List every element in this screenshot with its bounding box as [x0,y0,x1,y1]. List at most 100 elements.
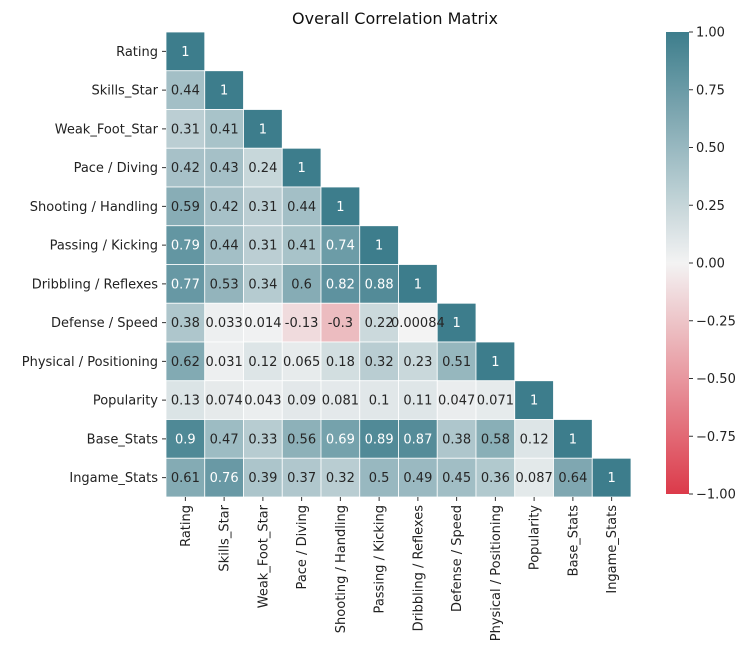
colorbar-tick-label: 0.50 [696,141,725,156]
cell-value-label: 0.1 [369,394,390,409]
cell-value-label: -0.13 [285,316,319,331]
cell-value-label: 0.69 [326,432,355,447]
cell-value-label: 0.043 [244,394,281,409]
cell-value-label: 0.43 [210,161,239,176]
heatmap-cell [553,457,593,498]
cell-value-label: 0.071 [477,394,514,409]
heatmap-cell [475,457,516,498]
cell-value-label: 0.38 [442,432,471,447]
cell-value-label: 0.89 [365,432,394,447]
heatmap-cell [165,457,206,498]
heatmap-cell [514,457,554,498]
heatmap-cell [204,264,244,304]
colorbar-tick-label: 1.00 [696,26,725,41]
x-tick-label: Ingame_Stats [605,505,620,594]
x-tick-label: Popularity [528,505,543,570]
heatmap-cell [359,457,399,498]
cell-value-label: 1 [569,432,577,447]
heatmap-cell [320,225,361,265]
cell-value-label: -0.3 [328,316,353,331]
heatmap-cell [204,186,244,227]
cell-value-label: 0.56 [287,432,316,447]
cell-value-label: 0.13 [171,394,200,409]
y-tick-label: Shooting / Handling [30,200,158,215]
colorbar-tick-label: 0.75 [696,83,725,98]
heatmap-cell [165,31,206,72]
colorbar-gradient [666,32,689,494]
heatmap-cell [359,419,399,459]
cell-value-label: 0.79 [171,239,200,254]
heatmap-cell [281,225,322,265]
cell-value-label: 1 [414,277,422,292]
colorbar-tick-label: −0.75 [696,430,736,445]
x-tick-label: Weak_Foot_Star [256,504,271,608]
cell-value-label: 0.32 [365,355,394,370]
y-axis-tick-labels: Rating Skills_Star Weak_Foot_Star Pace / Di… [22,45,166,486]
cell-value-label: 0.065 [283,355,320,370]
cell-value-label: 0.33 [248,432,277,447]
y-tick-label: Dribbling / Reflexes [32,277,159,292]
heatmap-cell [281,186,322,227]
cell-value-label: 1 [181,45,189,60]
cell-value-label: 1 [491,355,499,370]
cell-value-label: 0.09 [287,394,316,409]
y-tick-label: Weak_Foot_Star [55,122,159,137]
cell-value-label: 0.76 [210,471,239,486]
heatmap-cell [165,70,206,110]
cell-value-label: 0.031 [206,355,243,370]
cell-value-label: 0.41 [287,239,316,254]
cell-value-label: 0.5 [369,471,390,486]
cell-value-label: 0.014 [244,316,281,331]
heatmap-cell [398,264,438,304]
x-tick-label: Defense / Speed [450,505,465,612]
heatmap-cell [359,380,399,420]
cell-value-label: 1 [452,316,460,331]
colorbar-tick-label: −1.00 [696,488,736,503]
cell-value-label: 0.32 [326,471,355,486]
heatmap-cell [243,225,283,265]
heatmap-cell [204,147,244,188]
heatmap-cell [436,380,477,420]
colorbar: 1.00 0.75 0.50 0.25 0.00 −0.25 −0.50 −0.75 −1.00 [666,26,736,503]
cell-value-label: 0.49 [403,471,432,486]
cell-value-label: 0.37 [287,471,316,486]
cell-value-label: 0.77 [171,277,200,292]
cell-value-label: 0.38 [171,316,200,331]
cell-value-label: 0.42 [171,161,200,176]
cell-value-label: 1 [336,200,344,215]
y-tick-label: Base_Stats [87,432,159,447]
cell-value-label: 0.36 [481,471,510,486]
cell-value-label: 1 [259,122,267,137]
cell-value-label: 0.00084 [391,316,445,331]
y-tick-label: Pace / Diving [74,161,158,176]
cell-value-label: 0.61 [171,471,200,486]
heatmap-cell [243,302,283,343]
heatmap-cell [243,109,283,149]
cell-value-label: 0.74 [326,239,355,254]
cell-value-label: 0.44 [171,84,200,99]
cell-value-label: 0.6 [291,277,312,292]
cell-value-label: 0.87 [403,432,432,447]
cell-value-label: 0.42 [210,200,239,215]
cell-value-label: 0.59 [171,200,200,215]
heatmap-cell [165,380,206,420]
cell-value-label: 0.31 [248,200,277,215]
heatmap-cell [204,225,244,265]
cell-value-label: 0.22 [365,316,394,331]
heatmap-cell [553,419,593,459]
cell-value-label: 0.62 [171,355,200,370]
heatmap-cell [398,457,438,498]
cell-value-label: 1 [375,239,383,254]
heatmap-cell [165,302,206,343]
heatmap-cell [359,341,399,382]
cell-value-label: 0.45 [442,471,471,486]
heatmap-cell [243,341,283,382]
heatmap-cell [359,264,399,304]
colorbar-tick-label: −0.50 [696,372,736,387]
x-tick-label: Skills_Star [218,504,233,571]
cell-value-label: 0.12 [248,355,277,370]
heatmap-cell [165,341,206,382]
heatmap-cell [591,457,632,498]
heatmap-cell [436,457,477,498]
